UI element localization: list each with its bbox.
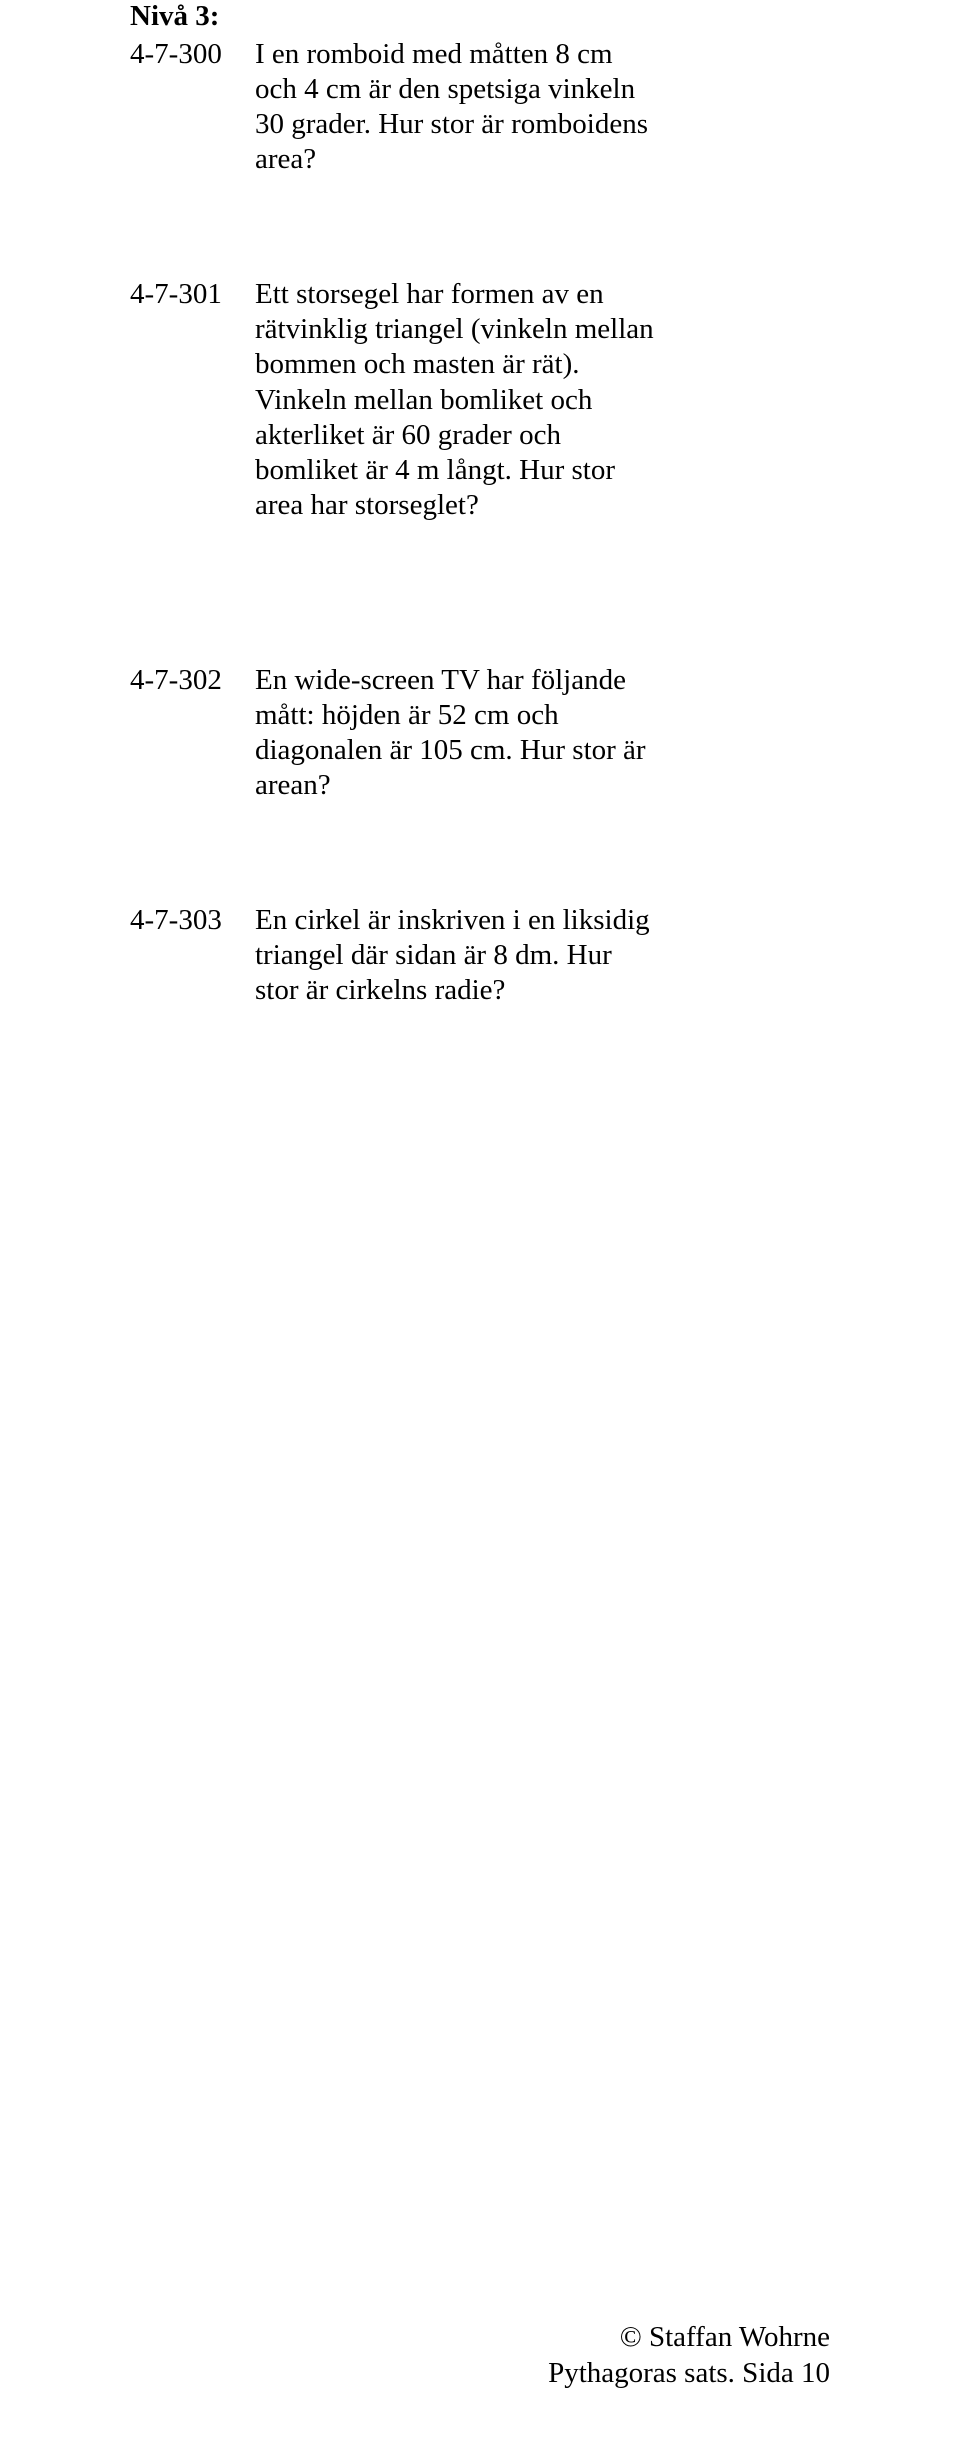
problem-text: Ett storsegel har formen av en rätvinkli… [255, 277, 660, 523]
level-heading: Nivå 3: [130, 0, 830, 33]
problem: 4-7-300 I en romboid med måtten 8 cm och… [130, 37, 830, 177]
problem: 4-7-303 En cirkel är inskriven i en liks… [130, 903, 830, 1008]
problem: 4-7-301 Ett storsegel har formen av en r… [130, 277, 830, 523]
problem-id: 4-7-303 [130, 903, 255, 1008]
problem-text: I en romboid med måtten 8 cm och 4 cm är… [255, 37, 660, 177]
problem-text: En wide-screen TV har följande mått: höj… [255, 663, 660, 803]
page-content: Nivå 3: 4-7-300 I en romboid med måtten … [0, 0, 960, 1008]
problem-text: En cirkel är inskriven i en liksidig tri… [255, 903, 660, 1008]
problem-id: 4-7-301 [130, 277, 255, 523]
problem-id: 4-7-300 [130, 37, 255, 177]
problem-id: 4-7-302 [130, 663, 255, 803]
page-footer: © Staffan Wohrne Pythagoras sats. Sida 1… [548, 2319, 830, 2392]
copyright-text: © Staffan Wohrne [548, 2319, 830, 2355]
problem: 4-7-302 En wide-screen TV har följande m… [130, 663, 830, 803]
page-info: Pythagoras sats. Sida 10 [548, 2355, 830, 2391]
